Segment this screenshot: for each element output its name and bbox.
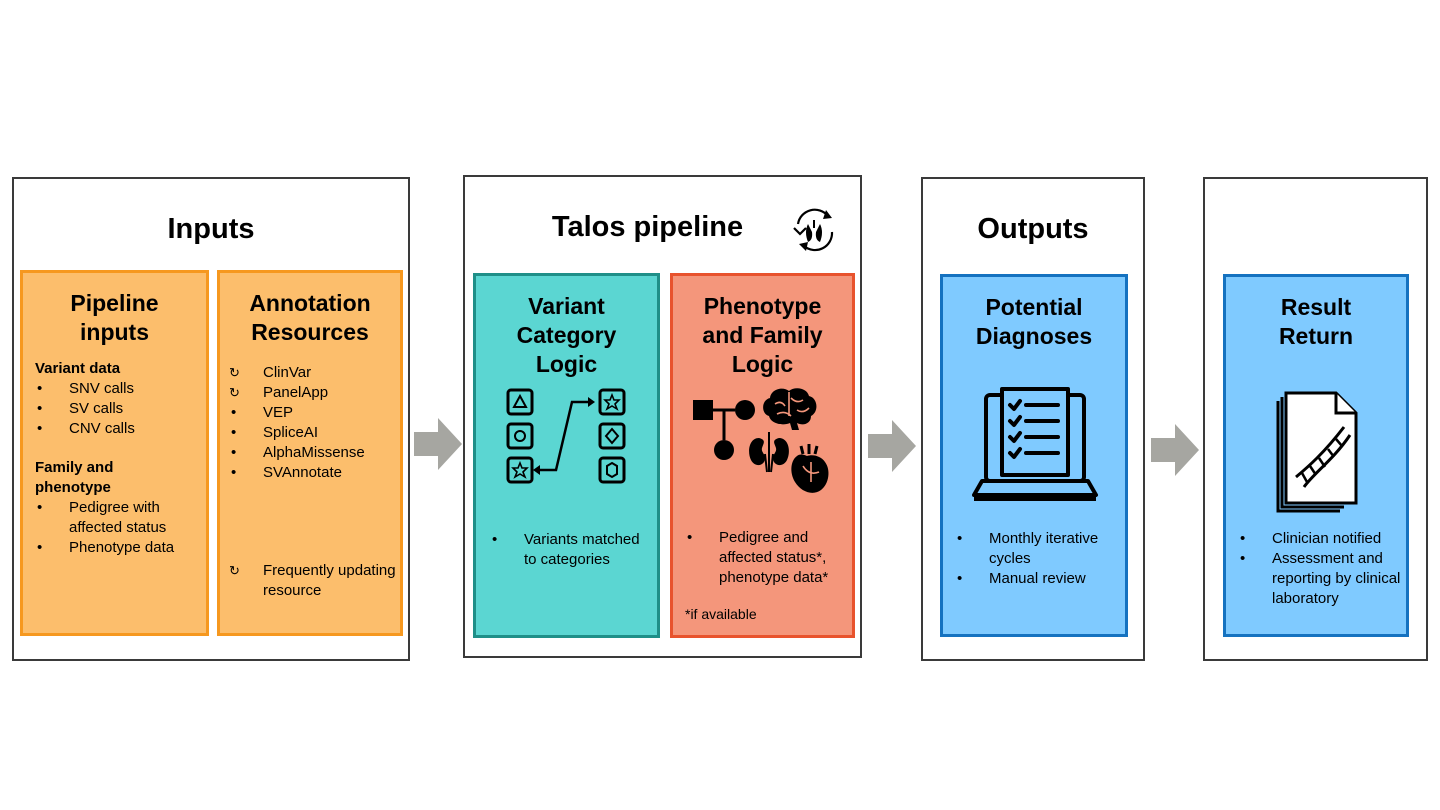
annotation-resources-panel: Annotation Resources ClinVar PanelApp VE…: [217, 270, 403, 636]
flow-arrow-icon: [414, 418, 462, 470]
list-item: Clinician notified: [1238, 529, 1408, 549]
recycle-icon: [793, 208, 834, 252]
result-return-panel: Result Return Clinician notifie: [1223, 274, 1409, 637]
talos-pipeline-title: Talos pipeline: [551, 211, 744, 243]
dna-document-icon: [1276, 391, 1358, 513]
flow-arrow-icon: [868, 420, 916, 472]
flow-arrow-icon: [1151, 424, 1199, 476]
list-item: Assessment and reporting by clinical lab…: [1238, 549, 1408, 609]
list-item: Phenotype data: [35, 538, 200, 558]
refresh-legend: Frequently updating resource: [229, 561, 404, 601]
list-item: Variants matched to categories: [490, 530, 655, 570]
refresh-legend-label: Frequently updating resource: [229, 561, 404, 601]
list-item: Pedigree with affected status: [35, 498, 200, 538]
pedigree-icon: [693, 400, 755, 460]
list-item: SpliceAI: [229, 423, 399, 443]
phenotype-family-list: Pedigree and affected status*, phenotype…: [685, 528, 853, 588]
list-item: Pedigree and affected status*, phenotype…: [685, 528, 853, 588]
talos-pipeline-section: Talos pipeline Variant Category Logic: [463, 175, 862, 658]
result-return-section: Result Return Clinician notifie: [1203, 177, 1428, 661]
annotation-resources-title: Annotation Resources: [249, 290, 371, 345]
list-item: PanelApp: [229, 383, 399, 403]
variant-category-panel: Variant Category Logic: [473, 273, 660, 638]
list-item: ClinVar: [229, 363, 399, 383]
inputs-title: Inputs: [167, 213, 255, 245]
pipeline-inputs-title: Pipeline inputs: [70, 290, 159, 345]
list-item: SVAnnotate: [229, 463, 399, 483]
category-shapes-icon: [506, 388, 626, 484]
list-item: VEP: [229, 403, 399, 423]
heart-icon: [791, 444, 829, 493]
potential-diagnoses-title: Potential Diagnoses: [975, 294, 1093, 349]
phenotype-family-title: Phenotype and Family Logic: [702, 293, 823, 377]
potential-diagnoses-list: Monthly iterative cycles Manual review: [955, 529, 1125, 589]
result-return-list: Clinician notified Assessment and report…: [1238, 529, 1408, 609]
variant-category-title: Variant Category Logic: [516, 293, 617, 377]
result-return-title: Result Return: [1278, 294, 1354, 349]
list-item: SNV calls: [35, 379, 205, 399]
family-phenotype-heading: Family and phenotype: [35, 459, 114, 496]
phenotype-family-panel: Phenotype and Family Logic Pedigre: [670, 273, 855, 638]
potential-diagnoses-panel: Potential Diagnoses Monthly iterative cy…: [940, 274, 1128, 637]
outputs-section: Outputs Potential Diagnoses Monthly iter…: [921, 177, 1145, 661]
laptop-checklist-icon: [972, 387, 1098, 501]
annotation-resources-list: ClinVar PanelApp VEP SpliceAI AlphaMisse…: [229, 363, 399, 483]
inputs-section: Inputs Pipeline inputs Variant data SNV …: [12, 177, 410, 661]
pipeline-inputs-panel: Pipeline inputs Variant data SNV calls S…: [20, 270, 209, 636]
list-item: Monthly iterative cycles: [955, 529, 1125, 569]
list-item: Manual review: [955, 569, 1125, 589]
family-phenotype-list: Pedigree with affected status Phenotype …: [35, 498, 200, 558]
variant-category-list: Variants matched to categories: [490, 530, 655, 570]
list-item: CNV calls: [35, 419, 205, 439]
outputs-title: Outputs: [977, 213, 1089, 245]
kidneys-icon: [749, 432, 789, 473]
variant-data-heading: Variant data: [35, 360, 121, 377]
brain-icon: [763, 388, 817, 430]
list-item: SV calls: [35, 399, 205, 419]
availability-note: *if available: [685, 606, 757, 622]
variant-data-list: SNV calls SV calls CNV calls: [35, 379, 205, 439]
list-item: AlphaMissense: [229, 443, 399, 463]
